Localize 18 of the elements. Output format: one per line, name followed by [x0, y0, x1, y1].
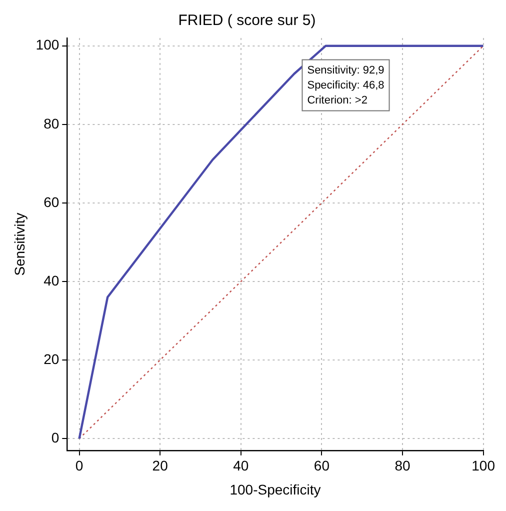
x-tick-label: 60: [314, 458, 330, 474]
y-tick-label: 40: [44, 272, 60, 288]
x-tick-label: 40: [233, 458, 249, 474]
x-tick-label: 20: [152, 458, 168, 474]
y-tick-label: 100: [36, 36, 60, 53]
x-tick-label: 0: [75, 458, 84, 474]
annotation: Criterion: >2: [307, 94, 368, 106]
y-axis-title: Sensitivity: [11, 212, 28, 276]
y-tick-label: 80: [44, 115, 60, 132]
annotation: Specificity: 46,8: [307, 79, 384, 92]
x-axis-title: 100-Specificity: [230, 481, 321, 498]
annotation: Sensitivity: 92,9: [307, 64, 384, 76]
x-tick-label: 100: [472, 458, 496, 474]
chart-title: FRIED ( score sur 5): [178, 12, 316, 30]
y-tick-label: 20: [44, 350, 60, 367]
y-tick-label: 60: [44, 194, 60, 210]
x-tick-label: 80: [394, 458, 411, 474]
y-tick-label: 0: [51, 429, 60, 446]
